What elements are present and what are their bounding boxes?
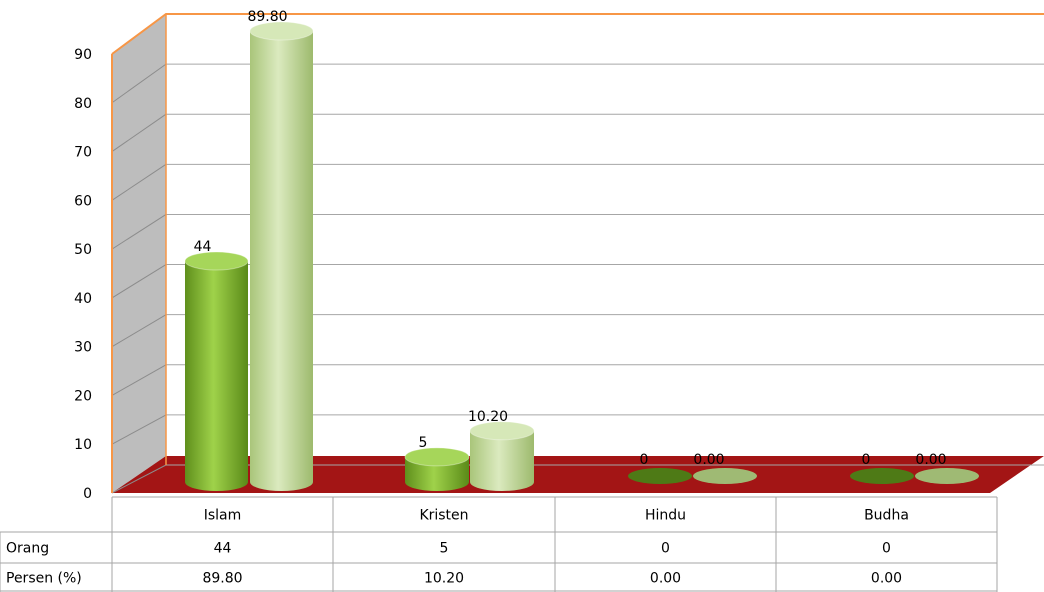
- data-label: 10.20: [468, 409, 508, 425]
- wall-gridline: [111, 314, 167, 348]
- data-label: 44: [194, 239, 212, 255]
- data-table: Islam 44 89.80 Kristen 5 10.20 Hindu 0 0.00 Budha…: [0, 496, 998, 592]
- y-tick-label: 10: [74, 437, 92, 453]
- table-cell: 0: [882, 541, 891, 557]
- bar-budha-persen: [915, 468, 979, 484]
- wall-gridline: [111, 364, 167, 396]
- wall-gridline: [111, 163, 167, 201]
- wall-gridline: [111, 214, 167, 250]
- data-label: 5: [419, 435, 428, 451]
- y-tick-label: 50: [74, 242, 92, 258]
- table-category-header: Kristen: [419, 508, 468, 524]
- bar-budha-orang: [850, 468, 914, 484]
- data-label: 0: [862, 452, 871, 468]
- data-label: 0.00: [693, 452, 724, 468]
- bar-hindu-orang: [628, 468, 692, 484]
- table-category-header: Hindu: [645, 508, 686, 524]
- wall-gridline: [111, 414, 167, 445]
- table-cell: 0.00: [650, 571, 681, 587]
- y-tick-label: 60: [74, 193, 92, 209]
- table-cell: 0.00: [871, 571, 902, 587]
- y-tick-label: 30: [74, 340, 92, 356]
- y-tick-label: 90: [74, 47, 92, 63]
- chart-side-wall: [112, 14, 166, 493]
- y-axis: 0 10 20 30 40 50 60 70 80 90: [74, 47, 92, 502]
- table-cell: 5: [440, 541, 449, 557]
- table-category-header: Budha: [864, 508, 909, 524]
- y-tick-label: 20: [74, 388, 92, 404]
- wall-gridline: [111, 113, 167, 152]
- data-label: 0: [640, 452, 649, 468]
- y-tick-label: 40: [74, 291, 92, 307]
- y-tick-label: 0: [83, 486, 92, 502]
- table-cell: 44: [214, 541, 232, 557]
- table-category-header: Islam: [204, 508, 242, 524]
- bar-islam-persen: [249, 21, 314, 491]
- table-row-header: Orang: [6, 541, 49, 557]
- bar-islam-orang: [184, 251, 249, 491]
- wall-gridline: [111, 264, 167, 299]
- bars: 44 89.80 5 10.20 0 0.00 0 0.00: [184, 9, 979, 491]
- table-cell: 0: [661, 541, 670, 557]
- bar-hindu-persen: [693, 468, 757, 484]
- y-tick-label: 80: [74, 96, 92, 112]
- bar-kristen-orang: [404, 447, 470, 491]
- data-label: 89.80: [247, 9, 287, 25]
- bar-kristen-persen: [469, 421, 535, 491]
- data-label: 0.00: [915, 452, 946, 468]
- wall-gridline: [111, 464, 167, 494]
- wall-gridline: [111, 63, 167, 104]
- table-cell: 10.20: [424, 571, 464, 587]
- table-row-header: Persen (%): [6, 571, 82, 587]
- y-tick-label: 70: [74, 145, 92, 161]
- table-cell: 89.80: [202, 571, 242, 587]
